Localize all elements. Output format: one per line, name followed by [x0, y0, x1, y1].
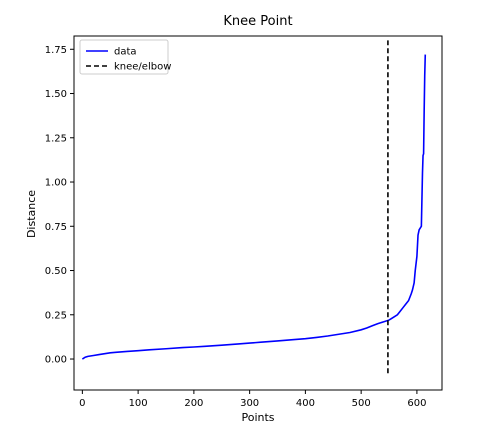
- y-axis-label: Distance: [25, 190, 38, 238]
- legend: data knee/elbow: [79, 39, 171, 75]
- data-series-line: [81, 54, 427, 360]
- y-tick-label: 0.50: [45, 266, 67, 277]
- y-tick-label: 0.25: [45, 310, 67, 321]
- x-tick-label: 500: [352, 398, 371, 409]
- x-tick-label: 0: [79, 398, 85, 409]
- legend-label: data: [114, 47, 137, 58]
- y-tick-label: 1.25: [45, 133, 67, 144]
- y-tick-label: 1.50: [45, 89, 67, 100]
- y-tick-label: 1.75: [45, 45, 67, 56]
- x-tick-label: 400: [296, 398, 315, 409]
- y-tick-label: 0.00: [45, 355, 67, 366]
- x-tick-label: 200: [184, 398, 203, 409]
- chart-title: Knee Point: [223, 14, 292, 29]
- legend-label: knee/elbow: [114, 62, 171, 73]
- x-axis-label: Points: [241, 411, 274, 424]
- y-tick-label: 1.00: [45, 178, 67, 189]
- y-tick-label: 0.75: [45, 222, 67, 233]
- plot-frame: [73, 35, 443, 391]
- x-tick-label: 600: [407, 398, 426, 409]
- x-tick-label: 300: [240, 398, 259, 409]
- x-tick-label: 100: [129, 398, 148, 409]
- plot-area: 0 100 200 300 400 500 600 0.00 0.25 0.50 0.75 1.00 1…: [45, 35, 443, 409]
